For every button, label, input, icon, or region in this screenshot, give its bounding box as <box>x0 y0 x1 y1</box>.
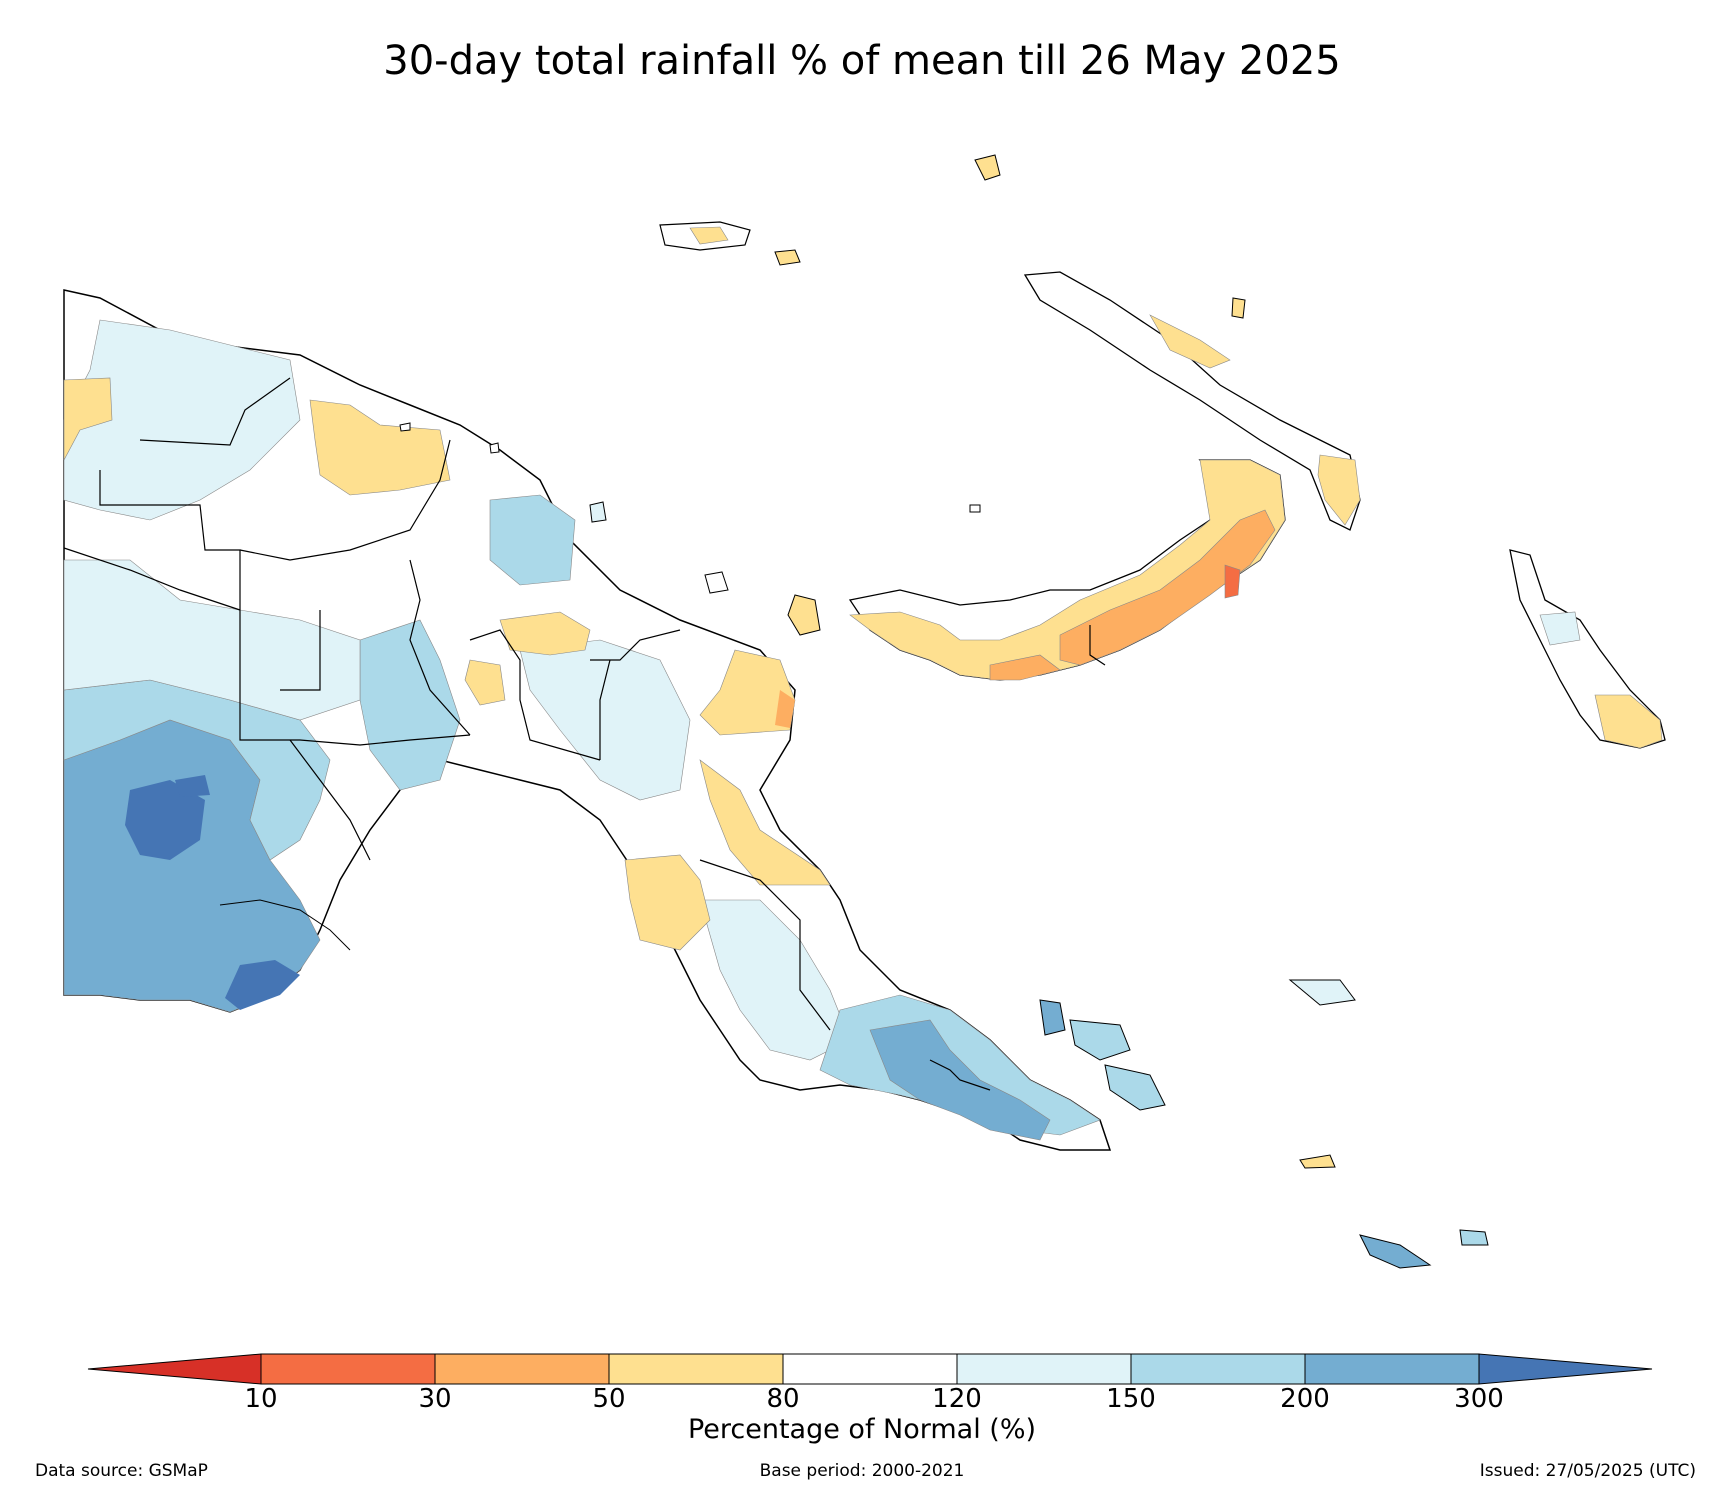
new-ireland <box>974 154 1361 531</box>
region-50-80-east <box>699 649 796 736</box>
region-50-80-south <box>624 854 711 951</box>
colorbar-tick-50: 50 <box>592 1384 626 1414</box>
colorbar-bin-30-50 <box>434 1353 610 1385</box>
colorbar-tick-30: 30 <box>418 1384 452 1414</box>
region-50-80-nw <box>63 377 113 461</box>
small-islands <box>399 422 981 594</box>
manus-islands <box>659 221 801 266</box>
new-britain <box>787 459 1286 681</box>
colorbar-tick-300: 300 <box>1454 1384 1504 1414</box>
colorbar-tick-10: 10 <box>244 1384 278 1414</box>
region-50-80-north <box>309 399 451 496</box>
region-over-300-small <box>175 775 210 797</box>
region-120-150-west <box>63 559 361 721</box>
colorbar-bin-120-150 <box>956 1353 1132 1385</box>
region-30-50-east <box>775 690 795 728</box>
region-50-80-c2 <box>464 659 506 706</box>
base-period-note: Base period: 2000-2021 <box>759 1461 965 1481</box>
bougainville <box>1509 549 1666 749</box>
region-50-80-coast <box>699 759 831 886</box>
new-britain-border <box>1089 625 1106 666</box>
data-source-note: Data source: GSMaP <box>35 1461 208 1481</box>
province-boundaries <box>63 377 991 1091</box>
colorbar-title: Percentage of Normal (%) <box>687 1414 1037 1445</box>
colorbar-tick-80: 80 <box>766 1384 800 1414</box>
colorbar-bin-50-80 <box>608 1353 784 1385</box>
map-title: 30-day total rainfall % of mean till 26 … <box>383 38 1341 84</box>
colorbar-bin-200-300 <box>1304 1353 1480 1385</box>
issued-date-note: Issued: 27/05/2025 (UTC) <box>1479 1461 1696 1481</box>
mainland-png <box>63 289 1112 1151</box>
colorbar-bin-80-120 <box>782 1353 958 1385</box>
colorbar-tick-200: 200 <box>1280 1384 1330 1414</box>
colorbar-bin-10-30 <box>260 1353 436 1385</box>
colorbar-over <box>1478 1353 1653 1385</box>
region-150-200-mid <box>359 619 461 791</box>
region-over-300-west <box>125 780 205 860</box>
colorbar-bin-150-200 <box>1130 1353 1306 1385</box>
region-50-80-central <box>499 611 591 656</box>
region-over-300-south <box>225 960 300 1010</box>
colorbar <box>87 1353 1653 1385</box>
river-delta <box>219 899 351 951</box>
colorbar-under <box>87 1353 262 1385</box>
milne-bay-islands <box>1039 979 1489 1269</box>
colorbar-tick-120: 120 <box>932 1384 982 1414</box>
colorbar-tick-150: 150 <box>1106 1384 1156 1414</box>
region-150-200-ne <box>489 494 576 586</box>
